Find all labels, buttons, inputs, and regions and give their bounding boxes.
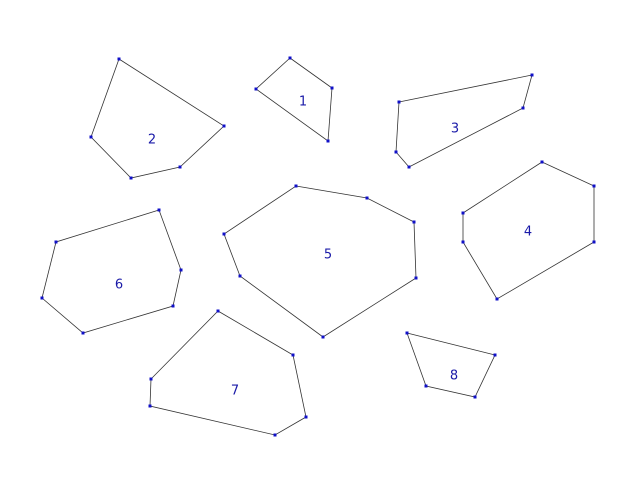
polygon-6 <box>41 209 182 334</box>
vertex-8-4 <box>424 384 428 388</box>
polygon-label-3: 3 <box>451 122 459 137</box>
vertex-2-5 <box>89 135 93 139</box>
vertex-5-2 <box>365 196 369 200</box>
polygon-label-2: 2 <box>148 133 156 148</box>
vertex-7-1 <box>216 309 220 313</box>
vertex-4-6 <box>461 211 465 215</box>
polygon-label-1: 1 <box>299 95 307 110</box>
labels-layer: 1 2 3 4 5 6 7 8 <box>115 95 532 399</box>
vertex-1-3 <box>326 139 330 143</box>
vertex-2-3 <box>178 165 182 169</box>
polygon-label-5: 5 <box>324 248 332 263</box>
vertex-3-4 <box>407 165 411 169</box>
polygon-label-4: 4 <box>524 225 532 240</box>
vertex-8-3 <box>473 395 477 399</box>
vertex-4-4 <box>495 297 499 301</box>
vertex-7-3 <box>304 415 308 419</box>
vertex-1-1 <box>288 56 292 60</box>
polygon-label-7: 7 <box>231 384 239 399</box>
vertex-5-5 <box>321 335 325 339</box>
vertex-3-1 <box>397 100 401 104</box>
vertex-4-1 <box>540 160 544 164</box>
vertex-4-2 <box>592 184 596 188</box>
vertex-2-4 <box>129 176 133 180</box>
vertex-2-2 <box>222 124 226 128</box>
polygon-label-6: 6 <box>115 278 123 293</box>
polygons-layer <box>41 57 595 436</box>
vertex-5-4 <box>414 276 418 280</box>
vertex-6-3 <box>171 304 175 308</box>
vertex-5-6 <box>238 274 242 278</box>
polygon-7 <box>149 310 307 436</box>
polygon-5 <box>223 185 417 338</box>
vertex-6-1 <box>157 208 161 212</box>
vertex-7-5 <box>148 404 152 408</box>
vertex-6-6 <box>54 240 58 244</box>
vertices-layer <box>40 56 596 437</box>
vertex-8-1 <box>405 331 409 335</box>
vertex-2-1 <box>117 57 121 61</box>
vertex-6-2 <box>179 268 183 272</box>
vertex-1-4 <box>254 87 258 91</box>
polygon-8 <box>406 332 496 398</box>
vertex-1-2 <box>330 86 334 90</box>
vertex-4-3 <box>592 240 596 244</box>
vertex-7-4 <box>273 433 277 437</box>
vertex-6-4 <box>81 331 85 335</box>
polygon-label-8: 8 <box>450 369 458 384</box>
vertex-8-2 <box>493 353 497 357</box>
vertex-5-7 <box>222 232 226 236</box>
vertex-5-3 <box>412 220 416 224</box>
polygon-1 <box>255 57 333 142</box>
polygon-2 <box>90 58 225 179</box>
vertex-3-3 <box>521 106 525 110</box>
polygon-3 <box>395 74 533 168</box>
vertex-7-2 <box>291 353 295 357</box>
vertex-7-6 <box>149 377 153 381</box>
vertex-3-2 <box>530 73 534 77</box>
vertex-5-1 <box>294 184 298 188</box>
vertex-4-5 <box>461 240 465 244</box>
vertex-3-5 <box>394 150 398 154</box>
vertex-6-5 <box>40 296 44 300</box>
